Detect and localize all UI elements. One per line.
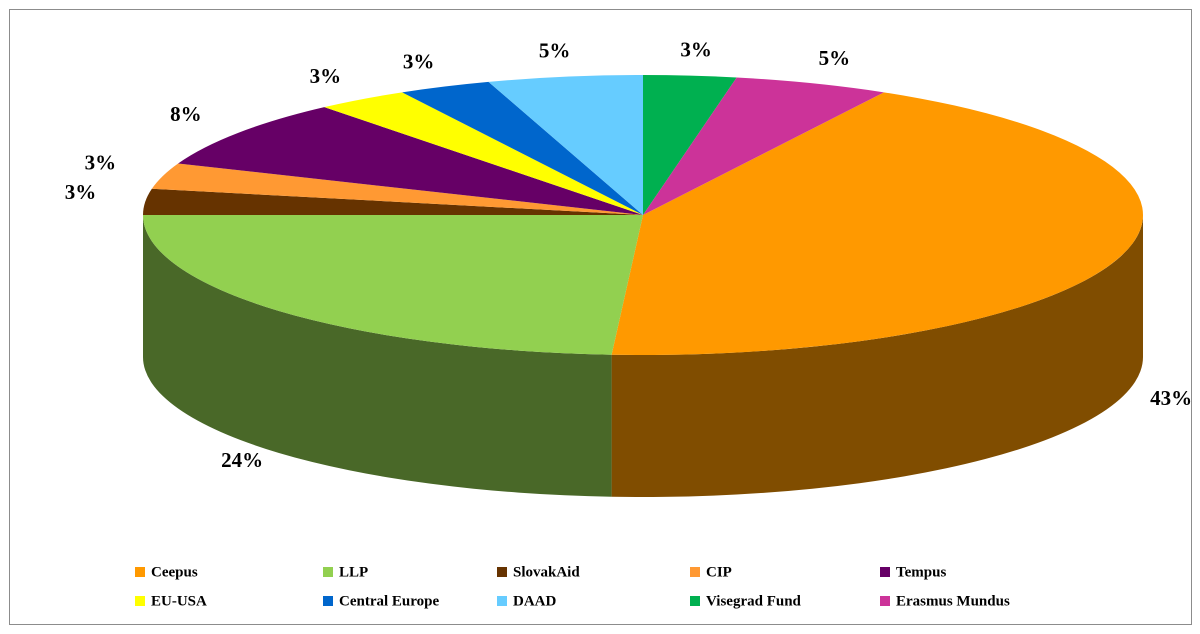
legend-swatch — [323, 567, 333, 577]
slice — [151, 163, 643, 215]
data-label: 43% — [1150, 386, 1192, 410]
legend-label: DAAD — [513, 593, 556, 609]
legend-swatch — [135, 567, 145, 577]
slice — [611, 92, 1144, 355]
data-label: 3% — [65, 180, 97, 204]
slice-side — [143, 215, 612, 497]
data-label: 5% — [819, 46, 851, 70]
slice — [143, 215, 643, 355]
slice — [143, 188, 643, 215]
legend-swatch — [135, 596, 145, 606]
data-label: 3% — [85, 151, 117, 175]
legend-label: Tempus — [896, 564, 946, 580]
legend-label: EU-USA — [151, 593, 207, 609]
legend-label: SlovakAid — [513, 564, 580, 580]
slice-side — [611, 215, 1143, 498]
slice — [643, 77, 884, 215]
legend-swatch — [497, 567, 507, 577]
slice — [178, 107, 643, 215]
legend-label: LLP — [339, 564, 368, 580]
data-label: 3% — [310, 64, 342, 88]
legend-swatch — [880, 596, 890, 606]
data-label: 5% — [539, 39, 571, 63]
legend-swatch — [690, 596, 700, 606]
legend-label: Ceepus — [151, 564, 198, 580]
legend-swatch — [323, 596, 333, 606]
slice — [488, 75, 643, 215]
data-label: 3% — [680, 37, 712, 61]
legend-swatch — [497, 596, 507, 606]
legend-label: Central Europe — [339, 593, 439, 609]
legend-label: Visegrad Fund — [706, 593, 802, 609]
data-label: 24% — [221, 448, 263, 472]
slice — [643, 75, 737, 215]
legend-swatch — [880, 567, 890, 577]
data-label: 8% — [170, 102, 202, 126]
slice — [402, 81, 643, 216]
legend-label: Erasmus Mundus — [896, 593, 1010, 609]
data-label: 3% — [403, 50, 435, 74]
legend-swatch — [690, 567, 700, 577]
slice — [324, 92, 643, 215]
legend-label: CIP — [706, 564, 732, 580]
